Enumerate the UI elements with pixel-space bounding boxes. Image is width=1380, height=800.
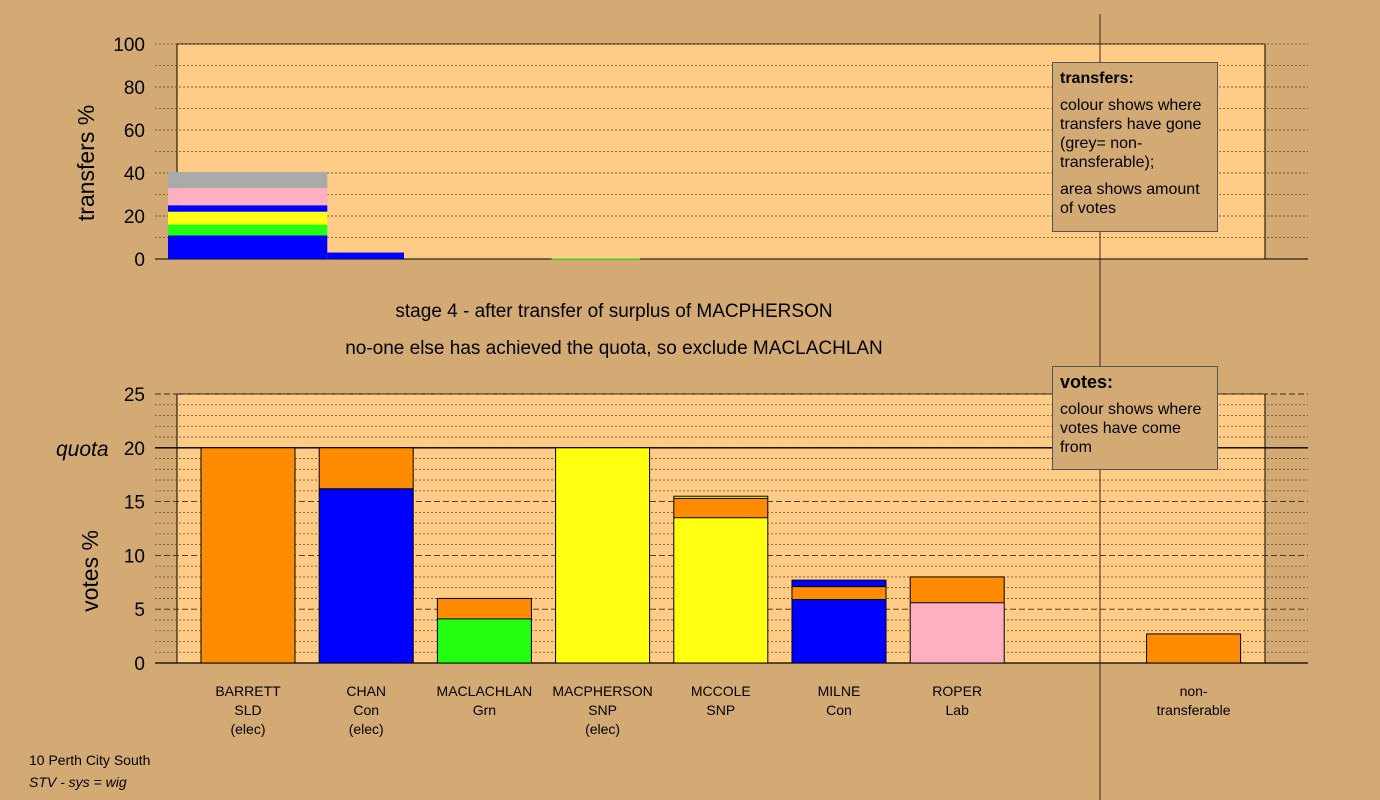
votes-tick-label: 25 [124,385,145,406]
transfers-tick-label: 0 [134,250,145,271]
votes-legend-title: votes: [1060,372,1114,392]
candidate-label: SNP [706,702,735,718]
votes-tick-label: 20 [124,439,145,460]
candidate-label: (elec) [585,721,620,737]
votes-bar-segment [792,586,886,600]
votes-bar-segment [673,517,768,663]
votes-bar-segment [792,580,886,587]
candidate-label: Lab [946,702,970,718]
candidate-label: (elec) [230,721,265,737]
votes-bar-segment [319,447,414,489]
candidate-label: Con [826,702,852,718]
votes-bar-outline [791,579,887,664]
constituency-label: 10 Perth City South [29,752,151,768]
votes-tick-label: 5 [134,600,145,621]
votes-tick-label: 10 [124,546,145,567]
transfers-tick-label: 80 [124,78,145,99]
transfers-legend: transfers: colour shows where transfers … [1052,62,1218,232]
votes-bar-outline [909,576,1005,664]
candidate-label: Con [353,702,379,718]
system-label: STV - sys = wig [29,774,127,790]
candidate-label: SNP [588,702,617,718]
stage-action: no-one else has achieved the quota, so e… [345,338,883,359]
candidate-label: Grn [473,702,496,718]
votes-legend-colour-note: colour shows where votes have come from [1060,401,1202,456]
candidate-label: MILNE [818,683,861,699]
candidate-label: SLD [234,702,261,718]
candidate-label: (elec) [349,721,384,737]
transfers-bar-segment [551,258,640,260]
candidate-label: ROPER [932,683,982,699]
votes-bar-segment [673,498,768,518]
votes-bar-outline [673,495,769,664]
votes-bar-segment [910,576,1005,603]
stage-description: stage 4 - after transfer of surplus of M… [395,301,833,322]
votes-bar-segment [437,598,532,619]
votes-bar-segment [201,447,295,663]
candidate-label: CHAN [346,683,386,699]
votes-bar-outline [318,447,414,664]
transfers-bar-segment [168,235,328,259]
transfers-tick-label: 40 [124,164,145,185]
transfers-bar-segment [168,171,328,189]
votes-bar-segment [1146,633,1241,663]
votes-bar-outline [200,447,296,664]
transfers-legend-colour-note: colour shows where transfers have gone (… [1060,97,1202,171]
votes-bar-segment [319,488,414,663]
transfers-bar-segment [168,211,328,225]
votes-bar-segment [555,447,650,663]
votes-axis-label: votes % [77,530,103,612]
candidate-label: BARRETT [215,683,281,699]
votes-bar-outline [555,447,651,664]
transfers-axis-label: transfers % [73,105,99,221]
votes-bar-segment [437,618,532,663]
transfers-tick-label: 100 [113,35,145,56]
transfers-legend-area-note: area shows amount of votes [1060,181,1200,217]
transfers-bar-segment [168,224,328,236]
transfers-tick-label: 20 [124,207,145,228]
transfers-legend-title: transfers: [1060,70,1134,87]
votes-legend: votes: colour shows where votes have com… [1052,366,1218,470]
candidate-label: MCCOLE [691,683,751,699]
candidate-label: non- [1180,683,1208,699]
votes-bar-outline [436,597,532,664]
votes-tick-label: 0 [134,654,145,675]
candidate-label: MACPHERSON [552,683,652,699]
transfers-bar-segment [327,252,404,259]
transfers-tick-label: 60 [124,121,145,142]
quota-label: quota [56,438,109,461]
candidate-label: MACLACHLAN [437,683,533,699]
candidate-label: transferable [1157,702,1231,718]
votes-tick-label: 15 [124,493,145,514]
votes-bar-outline [1146,633,1242,664]
transfers-bar-segment [168,205,328,212]
transfers-bar-segment [168,188,328,206]
votes-bar-segment [792,599,886,663]
votes-bar-segment [910,602,1005,663]
votes-bar-segment [673,496,768,499]
